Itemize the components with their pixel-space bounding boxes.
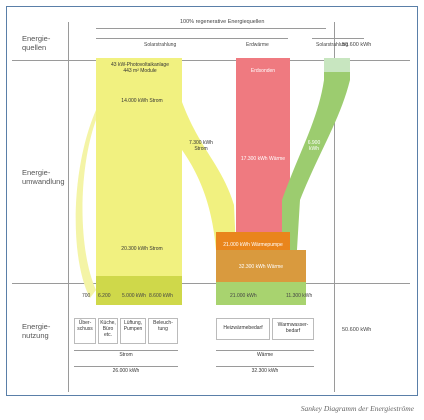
heat-use-a-value: 21.000 kWh: [230, 293, 257, 299]
use-box-heating: [216, 318, 270, 340]
group-total-heat: 32.300 kWh: [251, 368, 279, 374]
heat-use-b-value: 11.300 kWh: [286, 293, 313, 299]
geo-source-label: Erdsonden: [250, 68, 276, 74]
source-bracket-solar: [96, 38, 246, 39]
use-value-surplus: 700: [82, 293, 91, 299]
pv-bottom-label: 20.300 kWh Strom: [121, 246, 163, 252]
use-box-surplus: [74, 318, 96, 344]
source-bracket-solar-thermal: [312, 38, 364, 39]
label-column-divider: [68, 22, 69, 392]
total-source: 50.600 kWh: [342, 42, 372, 48]
group-label-heat: Wärme: [256, 352, 274, 358]
total-use: 50.600 kWh: [342, 327, 372, 333]
flow-pv-split: [96, 276, 182, 305]
use-box-lighting: [148, 318, 178, 344]
flow-heat-total: [216, 250, 306, 282]
source-bracket-geo: [230, 38, 288, 39]
solar-thermal-label: 6.900 kWh: [307, 140, 321, 152]
group-bracket-power: [74, 350, 178, 351]
row-label-use: Energie-nutzung: [22, 322, 51, 340]
source-geo-label: Erdwärme: [246, 42, 269, 48]
row-separator-bottom: [12, 283, 410, 284]
use-value-kitchen: 6.200: [98, 293, 111, 299]
pv-module-label: 43 kW-Photovoltaikanlage 443 m² Module: [111, 62, 169, 74]
use-box-ventilation: [120, 318, 146, 344]
flow-geothermal: [236, 58, 290, 232]
use-value-lighting: 8.600 kWh: [149, 293, 173, 299]
use-box-kitchen: [98, 318, 118, 344]
flow-heat-use: [216, 282, 306, 305]
flow-pv-overflow: [75, 110, 96, 298]
geo-main-label: 17.300 kWh Wärme: [240, 156, 286, 162]
flow-pv-main: [96, 58, 236, 290]
use-label-kitchen: Küche, Büro etc.: [100, 320, 116, 338]
row-label-conversion: Energie-umwandlung: [22, 168, 65, 186]
flow-solar-thermal: [282, 58, 350, 266]
use-label-ventilation: Lüftung, Pumpen: [123, 320, 143, 332]
diagram-caption: Sankey Diagramm der Energieströme: [300, 404, 414, 413]
total-column-divider: [334, 22, 335, 392]
row-separator-top: [12, 60, 410, 61]
heat-total-label: 32.300 kWh Wärme: [238, 264, 284, 270]
group-bracket-heat: [216, 350, 314, 351]
flow-solar-thermal-top: [324, 58, 350, 72]
source-solar-thermal-label: Solarstrahlung: [316, 42, 349, 48]
group-label-power: Strom: [119, 352, 133, 358]
use-box-hot-water: [272, 318, 314, 340]
group-total-bracket-power: [74, 366, 178, 367]
use-label-lighting: Beleuch-tung: [153, 320, 173, 332]
top-bracket: [96, 28, 326, 29]
source-solar-label: Solarstrahlung: [144, 42, 177, 48]
use-label-surplus: Über-schuss: [77, 320, 93, 332]
group-total-bracket-heat: [216, 366, 314, 367]
pv-top-label: 14.000 kWh Strom: [121, 98, 163, 104]
heat-pump-label: 21.000 kWh Wärmepumpe: [223, 242, 283, 248]
group-total-power: 26.000 kWh: [112, 368, 140, 374]
top-label: 100% regenerative Energiequellen: [180, 19, 265, 25]
use-label-heating: Heizwärmebedarf: [223, 325, 263, 331]
use-value-ventilation: 5.000 kWh: [122, 293, 146, 299]
use-label-hot-water: Warmwasser-bedarf: [277, 322, 309, 334]
row-label-sources: Energie-quellen: [22, 34, 51, 52]
pv-branch-label: 7.300 kWh Strom: [189, 140, 213, 152]
